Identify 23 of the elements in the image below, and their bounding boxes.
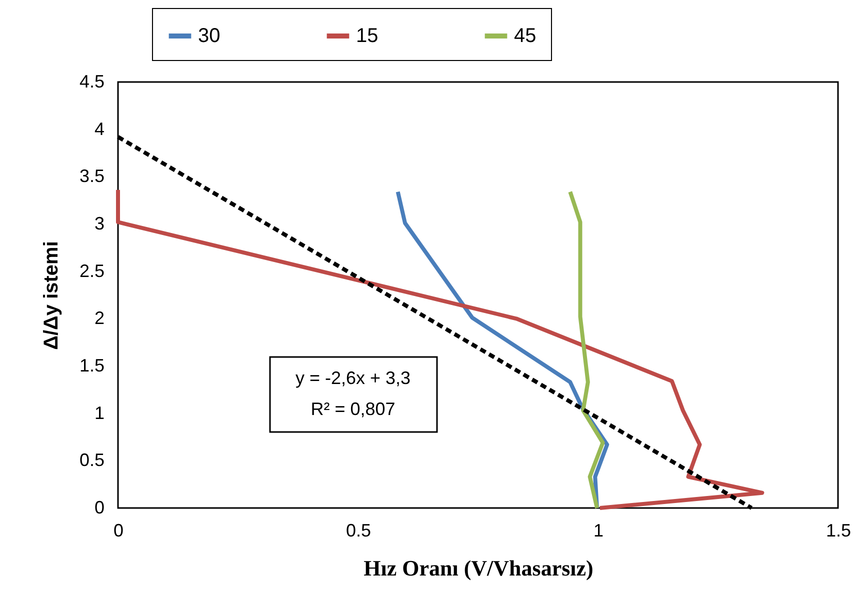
line-series — [568, 190, 605, 510]
x-tick-label: 1 — [593, 520, 604, 540]
legend-label: 15 — [356, 25, 378, 47]
y-tick-label: 2.5 — [79, 260, 104, 281]
y-axis-title: Δ/Δy istemi — [40, 241, 62, 350]
annotation: y = -2,6x + 3,3 — [295, 368, 411, 388]
legend-label: 30 — [198, 25, 220, 47]
x-tick-label: 0.5 — [346, 520, 372, 540]
line-series — [116, 188, 764, 510]
x-tick-label: 0 — [113, 520, 124, 540]
y-tick-label: 0 — [94, 498, 104, 518]
y-tick-label: 0.5 — [79, 450, 104, 470]
y-tick-label: 2 — [94, 308, 104, 328]
y-tick-label: 1.5 — [79, 356, 104, 376]
legend-label: 45 — [514, 25, 536, 47]
y-tick-label: 3 — [94, 214, 104, 234]
y-tick-label: 4.5 — [79, 72, 104, 92]
annotation: R² = 0,807 — [310, 399, 396, 419]
x-axis-title: Hız Oranı (V/Vhasarsız) — [364, 556, 594, 580]
x-tick-label: 1.5 — [826, 520, 852, 540]
y-tick-label: 4 — [94, 118, 104, 139]
y-tick-label: 1 — [94, 402, 104, 423]
y-tick-label: 3.5 — [79, 166, 104, 186]
